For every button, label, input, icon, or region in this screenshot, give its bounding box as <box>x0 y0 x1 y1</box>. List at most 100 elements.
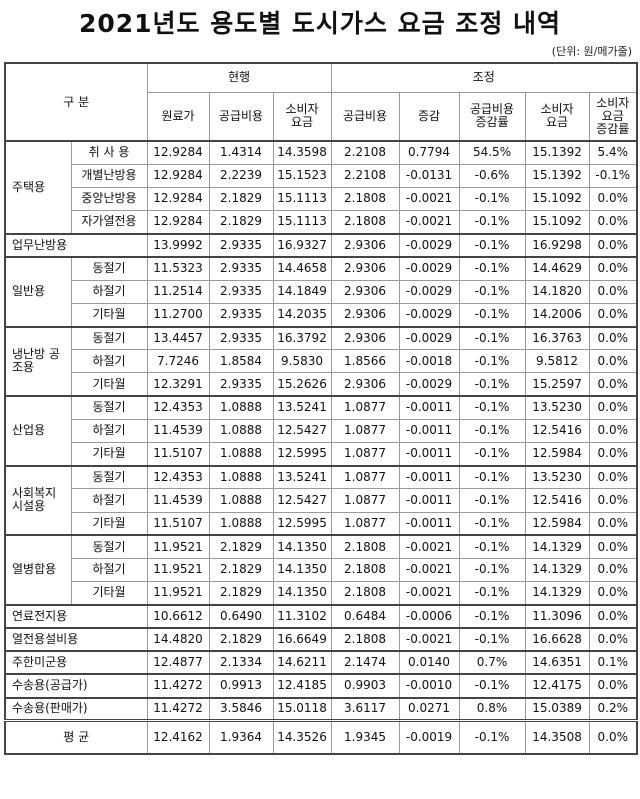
cell-consumer-rate: 0.0% <box>588 464 639 490</box>
cell-change: -0.0029 <box>398 279 460 304</box>
cell-consumer: 13.5241 <box>272 395 332 420</box>
col-supply-cost-label: 공급비용 <box>218 108 264 123</box>
col-consumer-rate-line1: 소비자 <box>596 95 630 110</box>
cell-adj-consumer: 12.4175 <box>524 673 590 699</box>
cell-adj-supply: 1.0877 <box>330 488 400 513</box>
cell-consumer-rate: -0.1% <box>588 163 639 188</box>
cell-supply: 1.0888 <box>208 418 274 443</box>
table-row: 열전용설비용 14.4820 2.1829 16.6649 2.1808 -0.0021-… <box>4 626 639 652</box>
cell-adj-supply: 2.2108 <box>330 163 400 188</box>
cell-supply-rate: -0.1% <box>458 603 526 629</box>
cell-change: -0.0006 <box>398 603 460 629</box>
cell-supply-rate: -0.1% <box>458 557 526 583</box>
cell-supply-rate: -0.1% <box>458 626 526 652</box>
cell-consumer: 15.1523 <box>272 163 332 188</box>
row-label: 주한미군용 <box>4 650 148 675</box>
table-row: 주택용 취 사 용 12.9284 1.4314 14.3598 2.2108 0.7794… <box>4 139 639 235</box>
row-label: 열전용설비용 <box>4 626 148 652</box>
cell-raw: 14.4820 <box>146 626 210 652</box>
col-adj-consumer-price-line2: 요금 <box>545 115 569 130</box>
cell-consumer-rate: 0.0% <box>588 418 639 443</box>
table-row: 연료전지용 10.6612 0.6490 11.3102 0.6484 -0.0006 -0… <box>4 603 639 629</box>
average-supply: 1.9364 <box>208 719 274 755</box>
cell-raw: 11.5323 <box>146 255 210 281</box>
cell-supply: 0.6490 <box>208 603 274 629</box>
cell-consumer-rate: 0.0% <box>588 279 639 304</box>
table-row: 하절기 7.7246 1.8584 9.5830 1.8566 -0.0018 -0.1% 9… <box>5 349 639 374</box>
cell-adj-supply: 1.0877 <box>330 395 400 420</box>
cell-consumer-rate: 0.2% <box>588 696 639 722</box>
table-row: 일반용 동절기 11.5323 2.9335 14.4658 2.9306 -0.0029-… <box>4 255 639 327</box>
cell-adj-supply: 2.1808 <box>330 534 400 559</box>
table-row: 산업용 동절기 12.4353 1.0888 13.5241 1.0877 -0.0011-… <box>4 395 639 467</box>
cell-adj-consumer: 16.6628 <box>524 626 590 652</box>
col-adj-consumer-price-line1: 소비자 <box>540 102 574 117</box>
average-label: 평 균 <box>4 719 148 755</box>
cell-supply: 1.4314 <box>208 139 274 165</box>
cell-consumer-rate: 0.0% <box>588 210 639 235</box>
col-change-label: 증감 <box>417 108 441 123</box>
cell-raw: 11.4539 <box>146 418 210 443</box>
cell-consumer: 14.1350 <box>272 534 332 559</box>
cell-adj-supply: 2.9306 <box>330 255 400 281</box>
cell-adj-consumer: 14.1820 <box>524 279 590 304</box>
cell-adj-supply: 2.1808 <box>330 186 400 212</box>
cell-change: -0.0021 <box>398 557 460 583</box>
cell-supply-rate: -0.1% <box>458 418 526 443</box>
cell-raw: 12.9284 <box>146 139 210 165</box>
cell-raw: 11.9521 <box>146 557 210 583</box>
average-change: -0.0019 <box>398 719 460 755</box>
cell-adj-consumer: 13.5230 <box>524 395 590 420</box>
cell-supply: 2.1829 <box>208 557 274 583</box>
sub-label: 기타월 <box>70 372 148 397</box>
col-consumer-price: 소비자 요금 <box>272 91 332 142</box>
table-row: 하절기 11.2514 2.9335 14.1849 2.9306 -0.0029 -0.1… <box>5 279 639 304</box>
cell-change: -0.0021 <box>398 186 460 212</box>
cell-raw: 12.9284 <box>146 210 210 235</box>
cell-change: -0.0021 <box>398 626 460 652</box>
cell-raw: 11.9521 <box>146 581 210 606</box>
cell-change: -0.0011 <box>398 511 460 536</box>
sub-label: 하절기 <box>70 418 148 443</box>
cell-consumer-rate: 0.0% <box>588 557 639 583</box>
cell-supply-rate: -0.1% <box>458 279 526 304</box>
cell-supply: 2.9335 <box>208 372 274 397</box>
cell-supply-rate: -0.1% <box>458 673 526 699</box>
sub-label: 동절기 <box>70 395 148 420</box>
cell-supply-rate: -0.1% <box>458 349 526 374</box>
cell-supply: 2.1829 <box>208 626 274 652</box>
average-supply-rate: -0.1% <box>458 719 526 755</box>
cell-consumer: 14.1849 <box>272 279 332 304</box>
cell-consumer: 14.3598 <box>272 139 332 165</box>
cell-consumer-rate: 0.0% <box>588 302 639 328</box>
table-row: 개별난방용 12.9284 2.2239 15.1523 2.2108 -0.0131 -0… <box>5 163 639 188</box>
cell-change: -0.0010 <box>398 673 460 699</box>
cell-consumer-rate: 0.0% <box>588 349 639 374</box>
cell-adj-consumer: 13.5230 <box>524 464 590 490</box>
cell-supply: 2.1829 <box>208 186 274 212</box>
average-consumer: 14.3526 <box>272 719 332 755</box>
cell-change: -0.0029 <box>398 302 460 328</box>
cell-consumer-rate: 0.0% <box>588 603 639 629</box>
cell-supply: 2.9335 <box>208 325 274 351</box>
cell-consumer-rate: 0.0% <box>588 581 639 606</box>
cell-supply-rate: -0.6% <box>458 163 526 188</box>
cell-supply: 2.1829 <box>208 210 274 235</box>
cell-consumer-rate: 5.4% <box>588 139 639 165</box>
cell-consumer: 16.3792 <box>272 325 332 351</box>
table-row: 기타월 11.5107 1.0888 12.5995 1.0877 -0.0011 -0.1… <box>5 511 639 536</box>
cell-consumer: 15.1113 <box>272 186 332 212</box>
cell-consumer: 14.1350 <box>272 581 332 606</box>
table-row: 냉난방 공조용 동절기 13.4457 2.9335 16.3792 2.9306 -0.0… <box>4 325 639 397</box>
cell-adj-supply: 2.2108 <box>330 139 400 165</box>
sub-label: 기타월 <box>70 511 148 536</box>
group-label: 열병합용 <box>4 534 72 606</box>
cell-adj-consumer: 15.1392 <box>524 139 590 165</box>
cell-consumer-rate: 0.0% <box>588 325 639 351</box>
cell-raw: 12.9284 <box>146 186 210 212</box>
cell-raw: 11.4272 <box>146 673 210 699</box>
cell-raw: 13.9992 <box>146 232 210 258</box>
cell-adj-supply: 2.9306 <box>330 302 400 328</box>
group-label: 산업용 <box>4 395 72 467</box>
sub-label: 취 사 용 <box>70 139 148 165</box>
